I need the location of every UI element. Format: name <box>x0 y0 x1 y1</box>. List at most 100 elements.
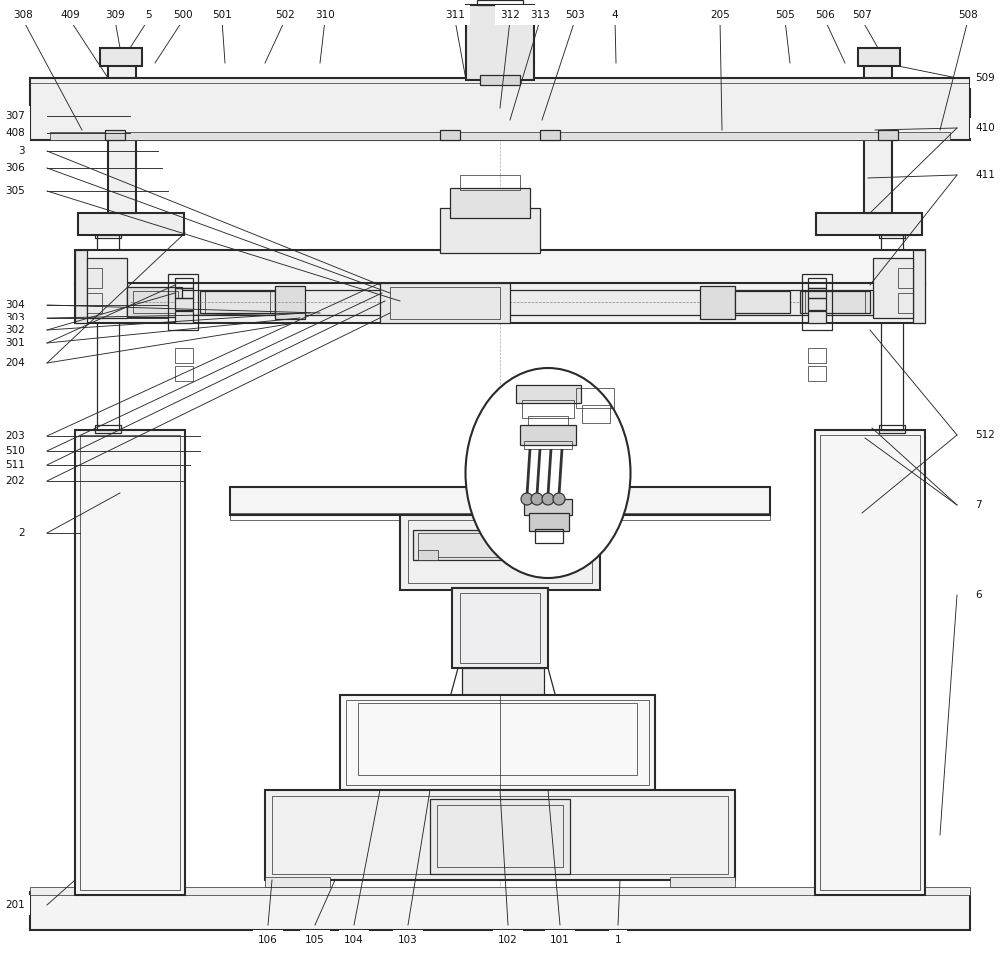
Bar <box>808 298 826 310</box>
Bar <box>133 291 178 313</box>
Bar <box>105 130 125 140</box>
Bar <box>815 430 925 895</box>
Bar <box>805 291 865 313</box>
Text: 103: 103 <box>398 935 418 945</box>
Bar <box>175 288 193 298</box>
Bar <box>346 700 649 785</box>
Bar <box>820 435 920 890</box>
Bar <box>87 258 127 318</box>
Bar <box>75 430 185 895</box>
Text: 2: 2 <box>18 528 25 538</box>
Bar <box>175 311 193 323</box>
Bar <box>97 235 119 430</box>
Bar <box>913 250 925 323</box>
Bar <box>540 130 560 140</box>
Bar <box>802 274 832 330</box>
Text: 408: 408 <box>5 128 25 138</box>
Bar <box>466 5 534 80</box>
Bar <box>460 593 540 663</box>
Bar <box>95 230 121 238</box>
Bar <box>477 0 523 5</box>
Bar <box>75 250 925 285</box>
Circle shape <box>553 493 565 505</box>
Text: 309: 309 <box>105 10 125 20</box>
Bar <box>450 188 530 218</box>
Text: 312: 312 <box>500 10 520 20</box>
Text: 409: 409 <box>60 10 80 20</box>
Bar <box>808 288 826 298</box>
Bar <box>390 287 500 319</box>
Bar <box>175 298 193 310</box>
Bar <box>127 290 873 315</box>
Bar <box>380 283 510 323</box>
Bar <box>413 530 587 560</box>
Bar <box>879 425 905 433</box>
Text: 102: 102 <box>498 935 518 945</box>
Bar <box>127 287 182 317</box>
Bar <box>87 268 102 288</box>
Bar <box>275 286 305 319</box>
Text: 301: 301 <box>5 338 25 348</box>
Circle shape <box>531 493 543 505</box>
Text: 500: 500 <box>173 10 193 20</box>
Text: 202: 202 <box>5 476 25 486</box>
Bar <box>200 291 275 313</box>
Text: 4: 4 <box>612 10 618 20</box>
Bar <box>408 520 592 583</box>
Bar <box>582 405 610 423</box>
Bar <box>95 425 121 433</box>
Text: 512: 512 <box>975 430 995 440</box>
Text: 501: 501 <box>212 10 232 20</box>
Bar <box>30 887 970 895</box>
Bar <box>30 892 970 930</box>
Text: 505: 505 <box>775 10 795 20</box>
Text: 305: 305 <box>5 186 25 196</box>
Text: 307: 307 <box>5 111 25 121</box>
Text: 502: 502 <box>275 10 295 20</box>
Bar <box>430 799 570 874</box>
Text: 3: 3 <box>18 146 25 156</box>
Bar <box>670 877 735 887</box>
Text: 311: 311 <box>445 10 465 20</box>
Bar <box>520 425 576 445</box>
Bar <box>230 513 770 520</box>
Bar <box>437 805 563 867</box>
Bar <box>205 291 270 313</box>
Text: 201: 201 <box>5 900 25 910</box>
Circle shape <box>521 493 533 505</box>
Text: 509: 509 <box>975 73 995 83</box>
Text: 105: 105 <box>305 935 325 945</box>
Bar <box>879 230 905 238</box>
Bar <box>898 268 913 288</box>
Text: 304: 304 <box>5 300 25 310</box>
Bar <box>524 499 572 515</box>
Circle shape <box>542 493 554 505</box>
Bar <box>735 291 790 313</box>
Text: 308: 308 <box>13 10 33 20</box>
Bar <box>50 132 950 140</box>
Bar <box>175 366 193 381</box>
Text: 508: 508 <box>958 10 978 20</box>
Text: 503: 503 <box>565 10 585 20</box>
Bar <box>562 550 582 560</box>
Bar <box>358 703 637 775</box>
Bar <box>30 78 970 83</box>
Text: 5: 5 <box>145 10 151 20</box>
Text: 310: 310 <box>315 10 335 20</box>
Bar <box>87 293 102 313</box>
Bar <box>576 388 614 408</box>
Bar <box>881 235 903 430</box>
Text: 506: 506 <box>815 10 835 20</box>
Text: 507: 507 <box>852 10 872 20</box>
Text: 411: 411 <box>975 170 995 180</box>
Text: 104: 104 <box>344 935 364 945</box>
Bar <box>864 63 892 213</box>
Text: 203: 203 <box>5 431 25 441</box>
Bar <box>175 348 193 363</box>
Bar <box>878 130 898 140</box>
Bar <box>175 278 193 288</box>
Bar <box>440 208 540 253</box>
Bar <box>528 416 568 428</box>
Text: 510: 510 <box>5 446 25 456</box>
Bar <box>168 274 198 330</box>
